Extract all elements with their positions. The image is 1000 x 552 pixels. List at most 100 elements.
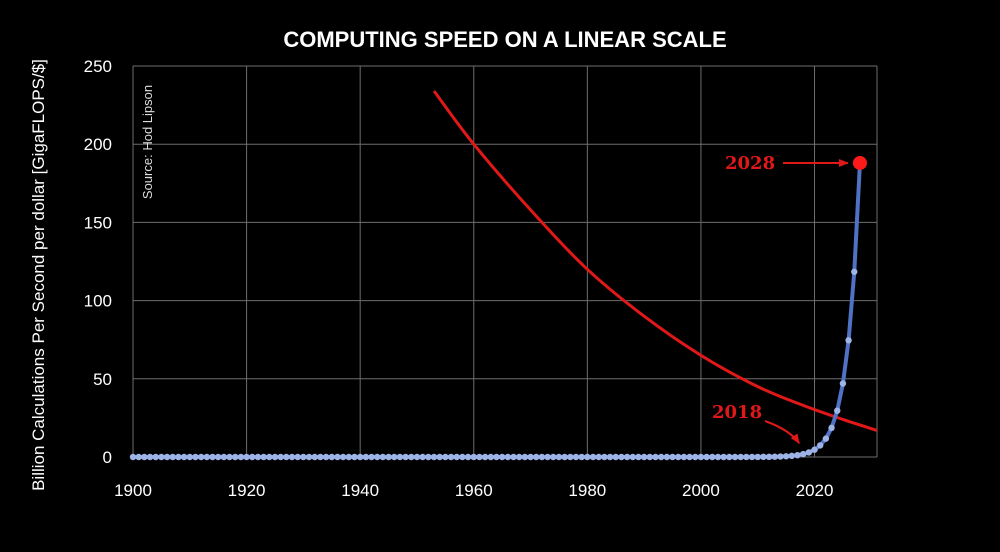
- series-point: [362, 453, 370, 461]
- series-point: [356, 453, 364, 461]
- series-point: [589, 453, 597, 461]
- series-point: [709, 453, 716, 461]
- series-point: [652, 453, 659, 461]
- series-point: [283, 453, 290, 461]
- series-point: [748, 453, 756, 461]
- series-point: [612, 453, 619, 461]
- series-point: [305, 453, 313, 461]
- series-point: [345, 453, 353, 461]
- series-point: [351, 453, 358, 461]
- source-note: Source: Hod Lipson: [140, 85, 155, 199]
- x-tick-label: 1940: [341, 481, 379, 500]
- series-point: [686, 453, 693, 461]
- series-point: [782, 453, 790, 460]
- series-point: [726, 453, 733, 461]
- series-point: [811, 446, 818, 453]
- x-tick-labels: 1900 1920 1940 1960 1980 2000 2020: [114, 481, 833, 500]
- y-tick-label: 250: [84, 57, 112, 76]
- arrow-2018: [764, 420, 800, 445]
- series-point: [214, 453, 222, 461]
- x-tick-label: 1980: [568, 481, 606, 500]
- label-2018: 2018: [712, 402, 762, 423]
- series-point: [834, 407, 841, 414]
- series-point: [470, 453, 477, 461]
- series-point: [697, 453, 705, 461]
- series-point: [249, 453, 256, 461]
- series-point: [561, 453, 568, 461]
- series-point: [396, 453, 404, 461]
- series-point: [828, 424, 835, 432]
- series-point: [822, 435, 830, 442]
- trend-curve: [432, 90, 878, 432]
- series-point: [135, 453, 142, 461]
- series-point: [254, 453, 262, 461]
- series-point: [430, 453, 438, 461]
- series-point: [413, 453, 421, 461]
- series-point: [680, 453, 688, 461]
- series-point: [663, 453, 671, 461]
- x-tick-label: 2020: [796, 481, 834, 500]
- y-axis-label: Billion Calculations Per Second per doll…: [29, 59, 48, 491]
- series-point: [163, 453, 171, 461]
- series-point: [635, 453, 642, 461]
- series-point: [618, 453, 625, 461]
- x-tick-label: 1900: [114, 481, 152, 500]
- series-point: [141, 453, 148, 461]
- y-tick-label: 50: [93, 370, 112, 389]
- annotations: 2028 2018: [712, 153, 867, 445]
- series-point: [169, 453, 176, 461]
- series-point: [743, 453, 750, 461]
- series-point: [765, 453, 773, 461]
- series-point: [692, 453, 699, 461]
- series-point: [226, 453, 233, 461]
- series-point: [300, 453, 307, 461]
- series-point: [737, 453, 744, 461]
- series-point: [578, 453, 585, 461]
- series-point: [192, 453, 199, 461]
- series-point: [260, 453, 267, 461]
- series-point: [453, 453, 460, 461]
- series-point: [385, 453, 392, 461]
- series-point: [595, 453, 602, 461]
- series-point: [317, 453, 324, 461]
- series-point: [158, 453, 165, 461]
- y-tick-label: 100: [84, 292, 112, 311]
- series-point: [237, 453, 245, 461]
- series-point: [544, 453, 551, 461]
- series-point: [368, 453, 375, 461]
- series-point: [436, 453, 443, 461]
- series-point: [584, 453, 591, 461]
- series-point: [515, 453, 523, 461]
- series-point: [197, 453, 205, 461]
- series-point: [339, 453, 347, 461]
- series-point: [510, 453, 517, 461]
- label-2028: 2028: [725, 153, 775, 174]
- series-point: [442, 453, 449, 461]
- series-point: [476, 453, 483, 461]
- series-point: [533, 453, 540, 461]
- series-point: [419, 453, 426, 461]
- series-point: [527, 453, 534, 461]
- series-point: [851, 268, 858, 275]
- series-point: [714, 453, 722, 461]
- series-point: [606, 453, 614, 461]
- series-point: [731, 453, 739, 461]
- series-point: [481, 453, 489, 461]
- y-tick-labels: 0 50 100 150 200 250: [84, 57, 112, 467]
- series-point: [408, 453, 415, 461]
- series-point: [788, 452, 796, 460]
- series-point: [799, 450, 807, 458]
- series-point: [601, 453, 608, 461]
- series-point: [567, 453, 574, 461]
- series-point: [152, 453, 159, 461]
- series-point: [640, 453, 648, 461]
- series-point: [328, 453, 335, 461]
- y-tick-label: 200: [84, 135, 112, 154]
- point-2028: [852, 155, 867, 170]
- series-point: [669, 453, 676, 461]
- series-point: [794, 451, 801, 459]
- series-point: [703, 453, 710, 461]
- series-point: [277, 453, 284, 461]
- series-point: [266, 453, 273, 461]
